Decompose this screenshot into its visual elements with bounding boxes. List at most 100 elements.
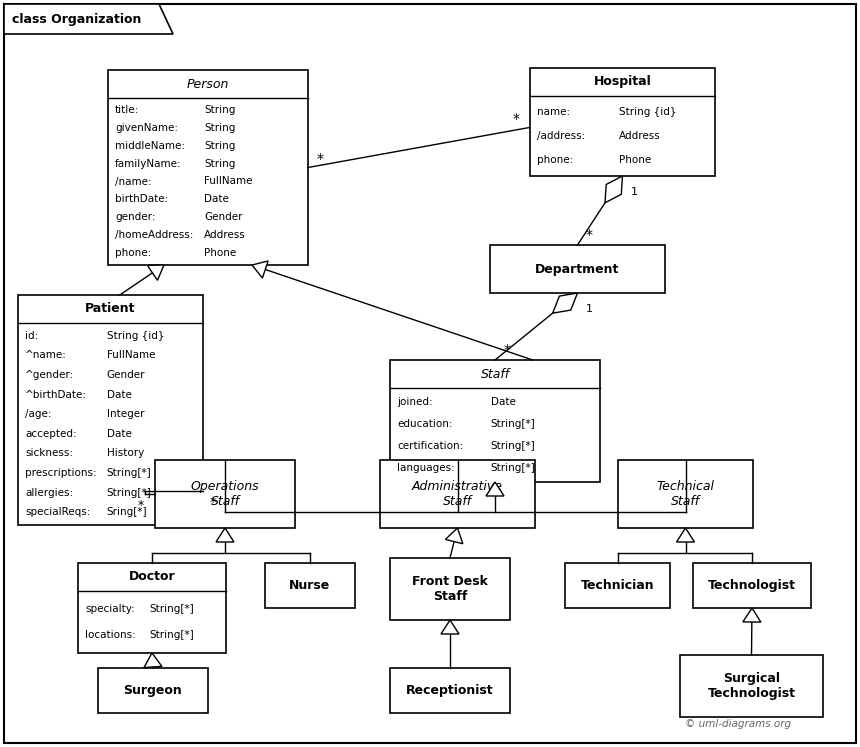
Text: Address: Address [619, 131, 660, 141]
Text: 1: 1 [631, 187, 638, 197]
Text: FullName: FullName [204, 176, 253, 187]
Polygon shape [605, 176, 623, 202]
Polygon shape [147, 265, 164, 280]
Text: Technician: Technician [580, 579, 654, 592]
Text: ^gender:: ^gender: [25, 370, 74, 380]
Text: Patient: Patient [85, 303, 136, 315]
Text: Hospital: Hospital [593, 75, 651, 88]
Text: String: String [204, 123, 236, 133]
Text: ^name:: ^name: [25, 350, 67, 360]
Polygon shape [216, 528, 234, 542]
Text: *: * [586, 228, 593, 242]
FancyBboxPatch shape [4, 4, 856, 743]
Text: phone:: phone: [537, 155, 574, 165]
Text: certification:: certification: [397, 441, 464, 451]
Text: String: String [204, 140, 236, 151]
Text: Technologist: Technologist [708, 579, 796, 592]
Text: *: * [210, 496, 216, 509]
Text: Technical
Staff: Technical Staff [656, 480, 715, 508]
Polygon shape [252, 261, 268, 278]
FancyBboxPatch shape [490, 245, 665, 293]
FancyBboxPatch shape [530, 68, 715, 176]
Text: /name:: /name: [115, 176, 151, 187]
Text: 1: 1 [586, 304, 593, 314]
Polygon shape [486, 482, 504, 496]
Text: Surgeon: Surgeon [124, 684, 182, 697]
FancyBboxPatch shape [680, 655, 823, 717]
Text: Date: Date [204, 194, 229, 205]
Text: © uml-diagrams.org: © uml-diagrams.org [685, 719, 791, 729]
Text: class Organization: class Organization [12, 13, 141, 25]
Text: locations:: locations: [85, 630, 136, 640]
Text: birthDate:: birthDate: [115, 194, 169, 205]
Text: Front Desk
Staff: Front Desk Staff [412, 575, 488, 603]
Text: education:: education: [397, 419, 452, 429]
Text: *: * [503, 343, 511, 357]
Text: middleName:: middleName: [115, 140, 185, 151]
Polygon shape [4, 4, 173, 34]
Text: Phone: Phone [204, 248, 237, 258]
Text: Date: Date [491, 397, 516, 407]
FancyBboxPatch shape [155, 460, 295, 528]
FancyBboxPatch shape [390, 668, 510, 713]
FancyBboxPatch shape [693, 563, 811, 608]
Text: Surgical
Technologist: Surgical Technologist [708, 672, 796, 700]
Text: id:: id: [25, 331, 38, 341]
Text: title:: title: [115, 105, 139, 115]
FancyBboxPatch shape [78, 563, 226, 653]
Text: Phone: Phone [619, 155, 651, 165]
Polygon shape [144, 653, 162, 668]
Text: /address:: /address: [537, 131, 586, 141]
Text: prescriptions:: prescriptions: [25, 468, 96, 478]
Text: String[*]: String[*] [491, 441, 536, 451]
Polygon shape [441, 620, 459, 634]
Text: Gender: Gender [107, 370, 145, 380]
Text: String[*]: String[*] [107, 468, 151, 478]
Text: Staff: Staff [481, 368, 510, 380]
Text: Date: Date [107, 390, 132, 400]
Text: Address: Address [204, 230, 246, 241]
Text: Nurse: Nurse [289, 579, 330, 592]
Text: String: String [204, 158, 236, 169]
Text: familyName:: familyName: [115, 158, 181, 169]
Text: Integer: Integer [107, 409, 144, 419]
Text: String[*]: String[*] [149, 630, 194, 640]
Text: *: * [513, 112, 519, 126]
Text: Gender: Gender [204, 212, 243, 223]
Text: FullName: FullName [107, 350, 156, 360]
Text: String {id}: String {id} [619, 107, 676, 117]
Text: Administrative
Staff: Administrative Staff [412, 480, 503, 508]
Text: String: String [204, 105, 236, 115]
Polygon shape [445, 528, 463, 544]
Polygon shape [553, 293, 578, 313]
Text: String {id}: String {id} [107, 331, 164, 341]
Text: /age:: /age: [25, 409, 52, 419]
Text: allergies:: allergies: [25, 488, 73, 498]
FancyBboxPatch shape [265, 563, 355, 608]
Text: Receptionist: Receptionist [406, 684, 494, 697]
Text: String[*]: String[*] [149, 604, 194, 613]
Text: specialty:: specialty: [85, 604, 135, 613]
FancyBboxPatch shape [618, 460, 753, 528]
Text: accepted:: accepted: [25, 429, 77, 438]
Text: specialReqs:: specialReqs: [25, 507, 90, 517]
Text: ^birthDate:: ^birthDate: [25, 390, 87, 400]
Text: sickness:: sickness: [25, 448, 73, 459]
Text: name:: name: [537, 107, 570, 117]
Text: Doctor: Doctor [129, 571, 175, 583]
FancyBboxPatch shape [390, 360, 600, 482]
Text: String[*]: String[*] [107, 488, 151, 498]
Text: Date: Date [107, 429, 132, 438]
Text: History: History [107, 448, 144, 459]
Text: String[*]: String[*] [491, 463, 536, 473]
FancyBboxPatch shape [390, 558, 510, 620]
Text: Sring[*]: Sring[*] [107, 507, 147, 517]
Text: phone:: phone: [115, 248, 151, 258]
Text: Person: Person [187, 78, 229, 90]
Text: gender:: gender: [115, 212, 156, 223]
Polygon shape [677, 528, 695, 542]
Text: Operations
Staff: Operations Staff [191, 480, 260, 508]
Text: Department: Department [535, 262, 620, 276]
Text: *: * [138, 500, 144, 512]
Polygon shape [743, 608, 761, 622]
